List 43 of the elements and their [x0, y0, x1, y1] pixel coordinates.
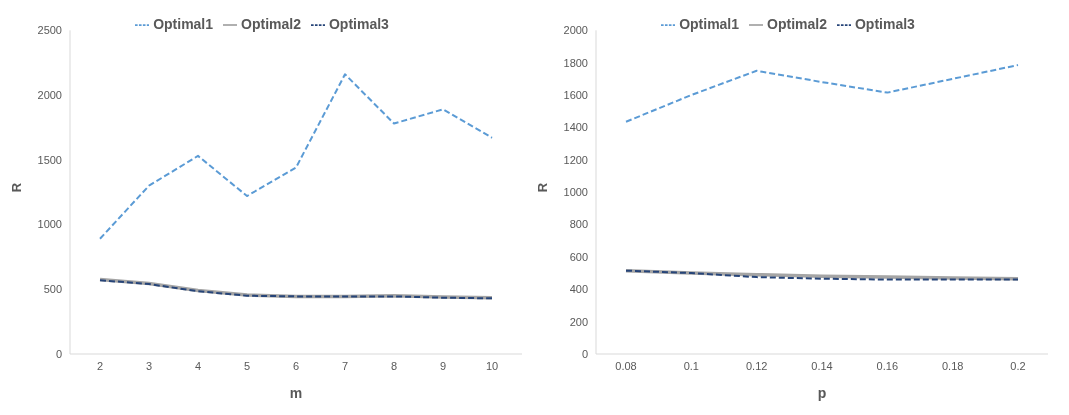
legend-label: Optimal2	[767, 16, 827, 32]
y-tick-label: 1000	[563, 186, 588, 199]
y-tick-label: 800	[569, 218, 588, 231]
x-tick-label: 3	[145, 359, 153, 372]
y-tick-label: 2500	[37, 24, 62, 37]
x-tick-label: 5	[243, 359, 251, 372]
x-tick-label: 2	[96, 359, 104, 372]
legend-label: Optimal1	[679, 16, 740, 32]
y-axis-title: R	[8, 182, 24, 193]
y-tick-label: 0	[55, 347, 62, 360]
x-axis-title: m	[289, 385, 303, 401]
x-tick-label: 0.08	[615, 359, 637, 372]
x-tick-label: 6	[292, 359, 300, 372]
y-tick-label: 1500	[37, 153, 62, 166]
legend-label: Optimal3	[854, 16, 915, 32]
x-axis-title: p	[817, 385, 827, 401]
x-tick-label: 0.1	[683, 359, 699, 372]
y-tick-label: 0	[581, 347, 588, 360]
y-tick-label: 600	[569, 250, 588, 263]
y-tick-label: 1600	[563, 88, 588, 101]
x-tick-label: 0.12	[745, 359, 768, 372]
legend-label: Optimal2	[241, 16, 301, 32]
y-tick-label: 2000	[563, 24, 588, 37]
y-tick-label: 1400	[563, 121, 588, 134]
x-tick-label: 10	[485, 359, 499, 372]
legend-label: Optimal1	[153, 16, 214, 32]
y-tick-label: 1000	[37, 218, 62, 231]
y-tick-label: 1200	[563, 153, 588, 166]
x-tick-label: 9	[439, 359, 447, 372]
x-tick-label: 0.2	[1010, 359, 1026, 372]
x-tick-label: 4	[194, 359, 202, 372]
y-tick-label: 500	[43, 283, 62, 296]
x-tick-label: 7	[341, 359, 349, 372]
x-tick-label: 8	[390, 359, 398, 372]
y-tick-label: 1800	[563, 56, 588, 69]
x-tick-label: 0.18	[941, 359, 964, 372]
y-tick-label: 200	[569, 315, 588, 328]
x-tick-label: 0.16	[876, 359, 899, 372]
y-tick-label: 400	[569, 283, 588, 296]
x-tick-label: 0.14	[811, 359, 833, 372]
y-tick-label: 2000	[37, 88, 62, 101]
y-axis-title: R	[534, 182, 550, 193]
legend-label: Optimal3	[328, 16, 389, 32]
